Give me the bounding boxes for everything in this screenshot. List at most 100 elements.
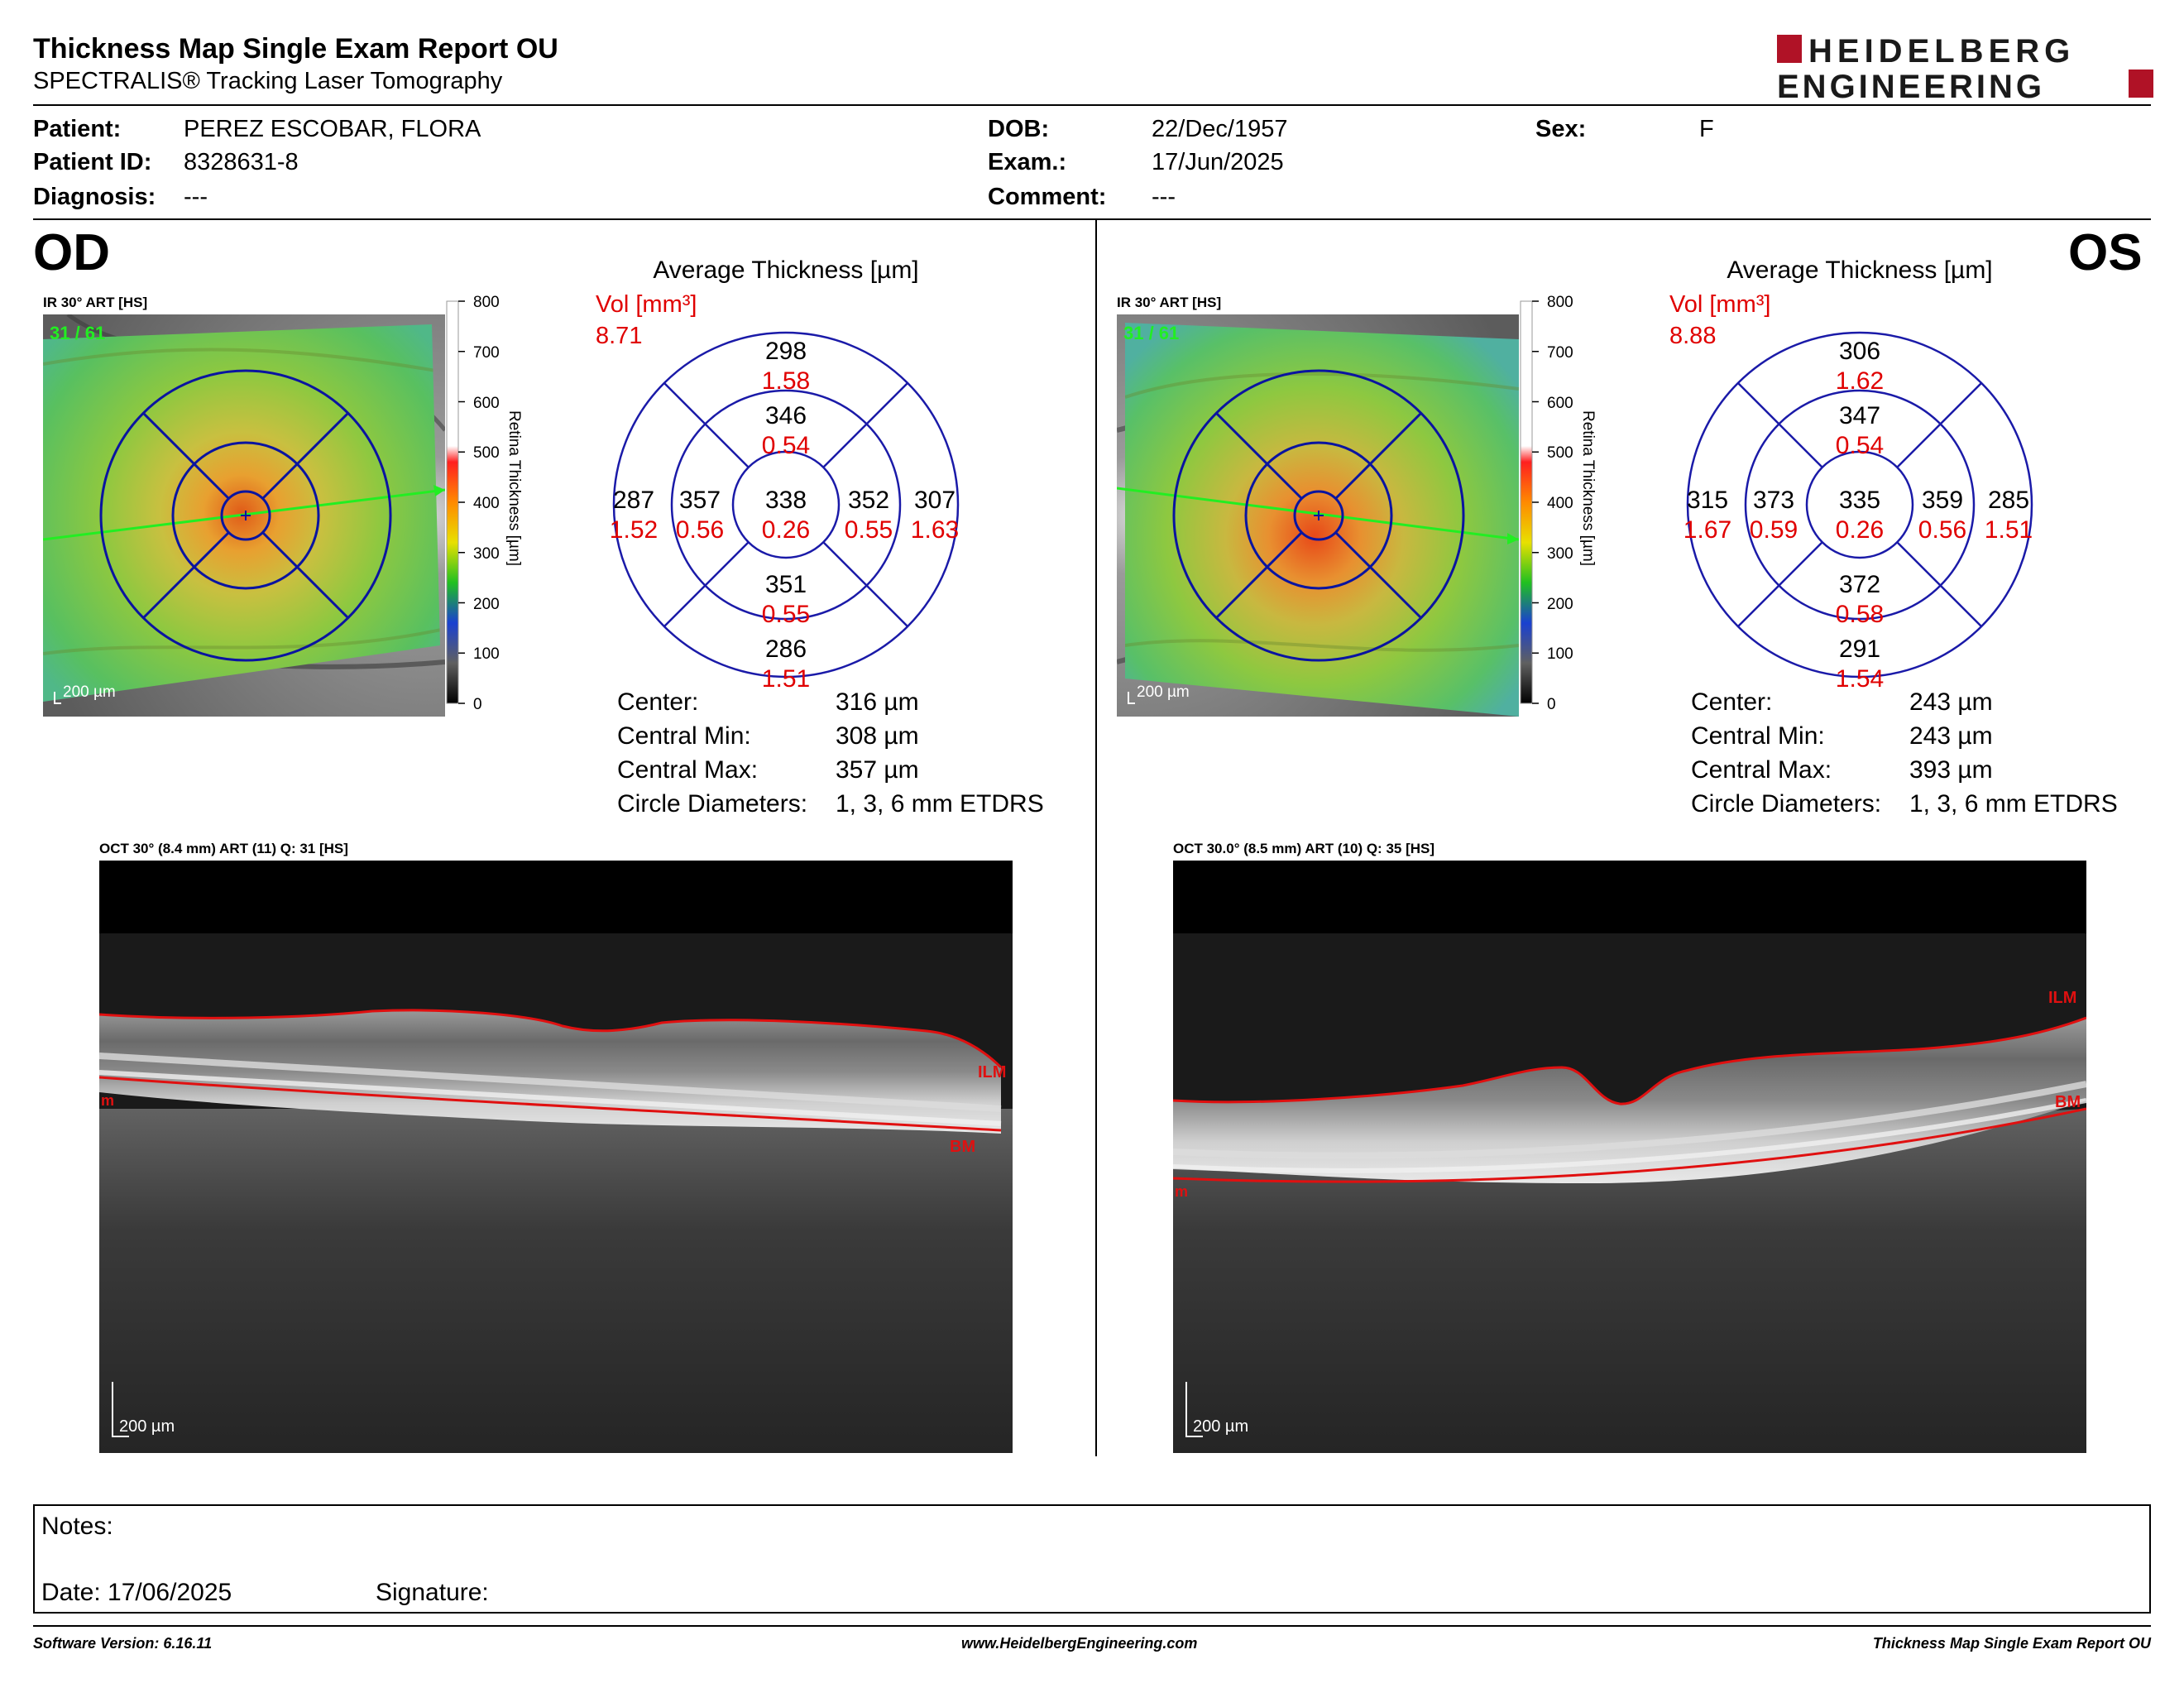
od-outer-inf-volume: 1.51: [762, 665, 810, 693]
os-oct-scale: 200 µm: [1193, 1417, 1248, 1436]
scale-title: Retina Thickness [µm]: [505, 410, 523, 566]
os-ir-thickness-map: 31 / 61 200 µm: [1117, 314, 1519, 717]
os-circle-diam-label: Circle Diameters:: [1691, 790, 1882, 818]
od-vol-value: 8.71: [596, 323, 643, 349]
os-outer-right-volume: 1.51: [1985, 516, 2033, 544]
scale-tick: 500: [473, 444, 500, 462]
scale-title: Retina Thickness [µm]: [1579, 410, 1597, 566]
scale-tick: 700: [473, 344, 500, 362]
scale-tick: 500: [1547, 444, 1573, 462]
od-outer-right-thickness: 307: [914, 487, 956, 514]
os-inner-inf-volume: 0.58: [1836, 601, 1884, 628]
patient-id: 8328631-8: [184, 149, 299, 175]
os-ir-scale: 200 µm: [1137, 683, 1190, 701]
dob-value: 22/Dec/1957: [1152, 116, 1288, 142]
os-central-max-value: 393 µm: [1909, 756, 1993, 784]
od-outer-sup-volume: 1.58: [762, 367, 810, 395]
os-inner-right-thickness: 359: [1922, 487, 1963, 514]
comment-value: ---: [1152, 184, 1176, 210]
os-central-min-value: 243 µm: [1909, 722, 1993, 750]
os-outer-inf-thickness: 291: [1839, 635, 1880, 663]
od-bm-label: BM: [950, 1138, 975, 1156]
od-outer-right-volume: 1.63: [911, 516, 959, 544]
od-etdrs-grid: 298 1.58 346 0.54 287 1.52 357 0.56 338 …: [610, 331, 960, 693]
os-eye-label: OS: [2068, 224, 2143, 281]
od-avg-title: Average Thickness [µm]: [653, 257, 919, 284]
os-oct-bscan: 200 µm ILM BM m: [1173, 861, 2086, 1453]
os-ilm-label: ILM: [2048, 989, 2076, 1007]
od-central-max-value: 357 µm: [836, 756, 919, 784]
od-ilm-label: ILM: [978, 1063, 1006, 1081]
patient-id-label: Patient ID:: [33, 149, 152, 175]
patient-label: Patient:: [33, 116, 122, 142]
sex-value: F: [1699, 116, 1714, 142]
date-label: Date: 17/06/2025: [41, 1579, 232, 1606]
od-circle-diam-label: Circle Diameters:: [617, 790, 808, 818]
os-avg-title: Average Thickness [µm]: [1727, 257, 1993, 284]
od-central-max-label: Central Max:: [617, 756, 759, 784]
od-inner-left-thickness: 357: [679, 487, 721, 514]
od-outer-left-thickness: 287: [613, 487, 654, 514]
os-center-thickness: 335: [1839, 487, 1880, 514]
od-center-thickness: 338: [765, 487, 807, 514]
diagnosis-label: Diagnosis:: [33, 184, 156, 210]
od-oct-scale: 200 µm: [119, 1417, 175, 1436]
exam-value: 17/Jun/2025: [1152, 149, 1284, 175]
os-thickness-color-scale: 800 700 600 500 400 300 200 100 0 Retina…: [1520, 295, 1597, 713]
scale-tick: 700: [1547, 344, 1573, 362]
os-ir-label: IR 30° ART [HS]: [1117, 295, 1222, 310]
scale-tick: 100: [1547, 645, 1573, 663]
os-circle-diam-value: 1, 3, 6 mm ETDRS: [1909, 790, 2118, 818]
scale-tick: 400: [473, 495, 500, 512]
os-m-label: m: [1175, 1183, 1188, 1200]
od-thickness-color-scale: 800 700 600 500 400 300 200 100 0 Retina…: [446, 295, 523, 713]
scale-tick: 300: [473, 545, 500, 563]
exam-label: Exam.:: [988, 149, 1067, 175]
comment-label: Comment:: [988, 184, 1107, 210]
od-oct-label: OCT 30° (8.4 mm) ART (11) Q: 31 [HS]: [99, 841, 348, 856]
od-outer-left-volume: 1.52: [610, 516, 658, 544]
os-ir-counter: 31 / 61: [1123, 323, 1179, 343]
footer-report-name: Thickness Map Single Exam Report OU: [1872, 1635, 2151, 1652]
eye-divider: [1095, 220, 1097, 1456]
od-central-min-value: 308 µm: [836, 722, 919, 750]
od-inner-right-volume: 0.55: [845, 516, 893, 544]
os-central-max-label: Central Max:: [1691, 756, 1832, 784]
os-bm-label: BM: [2055, 1093, 2081, 1111]
logo-line2: ENGINEERING: [1777, 69, 2045, 101]
sex-label: Sex:: [1535, 116, 1587, 142]
os-inner-right-volume: 0.56: [1918, 516, 1966, 544]
logo-line1: HEIDELBERG: [1808, 33, 2075, 70]
os-inner-inf-thickness: 372: [1839, 571, 1880, 598]
patient-name: PEREZ ESCOBAR, FLORA: [184, 116, 481, 142]
od-center-label: Center:: [617, 688, 699, 716]
signature-label: Signature:: [376, 1579, 489, 1606]
os-center-label: Center:: [1691, 688, 1773, 716]
notes-label: Notes:: [41, 1513, 113, 1540]
od-inner-left-volume: 0.56: [676, 516, 724, 544]
os-outer-left-thickness: 315: [1687, 487, 1728, 514]
os-outer-sup-thickness: 306: [1839, 338, 1880, 365]
os-outer-right-thickness: 285: [1988, 487, 2029, 514]
footer-divider: [33, 1625, 2151, 1627]
os-center-value: 243 µm: [1909, 688, 1993, 716]
od-oct-bscan: 200 µm ILM BM m: [99, 861, 1013, 1453]
os-central-min-label: Central Min:: [1691, 722, 1825, 750]
os-outer-inf-volume: 1.54: [1836, 665, 1884, 693]
diagnosis-value: ---: [184, 184, 208, 210]
os-vol-value: 8.88: [1669, 323, 1717, 349]
od-center-value: 316 µm: [836, 688, 919, 716]
scale-tick: 200: [473, 596, 500, 613]
os-outer-sup-volume: 1.62: [1836, 367, 1884, 395]
scale-tick: 100: [473, 645, 500, 663]
od-ir-label: IR 30° ART [HS]: [43, 295, 148, 310]
od-inner-right-thickness: 352: [848, 487, 889, 514]
scale-tick: 600: [1547, 395, 1573, 412]
scale-tick: 300: [1547, 545, 1573, 563]
website-link[interactable]: www.HeidelbergEngineering.com: [961, 1635, 1198, 1652]
scale-tick: 600: [473, 395, 500, 412]
od-ir-thickness-map: 31 / 61 200 µm: [43, 314, 445, 717]
od-m-label: m: [101, 1092, 114, 1109]
scale-tick: 400: [1547, 495, 1573, 512]
od-ir-scale: 200 µm: [63, 683, 116, 701]
